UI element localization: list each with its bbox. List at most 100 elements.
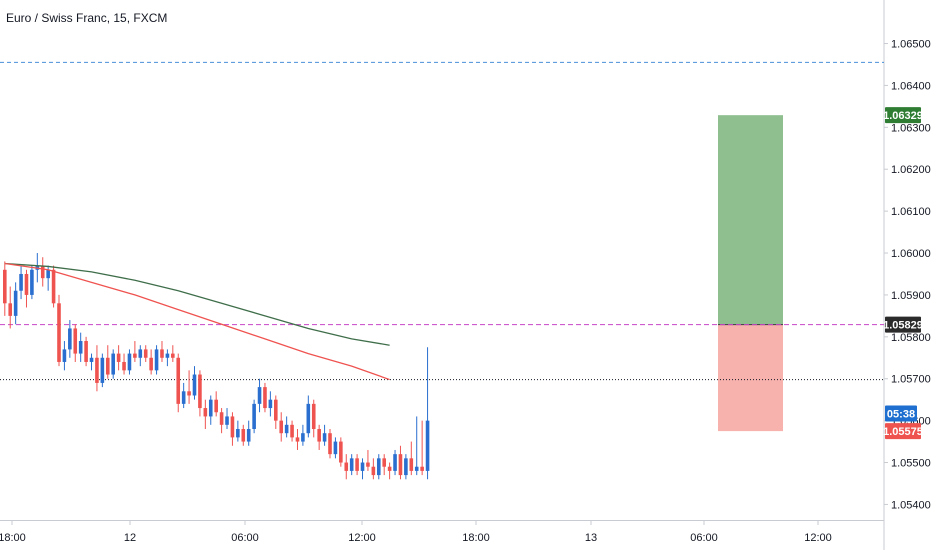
candle-body	[295, 437, 300, 442]
candle-body	[138, 349, 143, 358]
time-tick-label: 12:00	[804, 532, 832, 544]
candle-body	[414, 466, 419, 471]
candle-body	[46, 269, 50, 279]
candle-body	[382, 458, 386, 467]
candle-body	[127, 353, 132, 371]
entry-badge-label: 1.05829	[883, 320, 923, 332]
candle-body	[214, 399, 218, 413]
price-tick-label: 1.05500	[891, 458, 931, 470]
candle-body	[409, 458, 414, 471]
time-tick-label: 18:00	[0, 532, 26, 544]
candle-body	[198, 374, 202, 409]
candle-body	[100, 357, 105, 383]
candle-body	[317, 429, 321, 442]
candle-body	[171, 353, 175, 358]
candle-body	[241, 429, 246, 442]
candle-body	[68, 328, 72, 350]
candle-body	[268, 399, 273, 409]
candle-body	[349, 458, 354, 471]
price-tick-label: 1.06300	[891, 122, 931, 134]
countdown-badge: 05:38	[885, 405, 917, 422]
candle-body	[181, 391, 186, 404]
candle-body	[360, 462, 365, 471]
time-axis[interactable]: 18:00 12 06:00 12:00 18:00 13 06:00 12:00	[0, 521, 832, 544]
price-tick-label: 1.05900	[891, 290, 931, 302]
price-tick-label: 1.06000	[891, 248, 931, 260]
candle-body	[225, 416, 229, 425]
candle-body	[274, 399, 278, 421]
candle-body	[230, 416, 235, 438]
candle-body	[279, 420, 284, 434]
candles-group	[3, 253, 430, 480]
target-badge-background	[885, 107, 921, 124]
time-tick-label: 12:00	[348, 532, 376, 544]
candle-body	[376, 458, 381, 476]
candle-body	[203, 408, 208, 417]
countdown-badge-label: 05:38	[887, 409, 915, 421]
price-tick-label: 1.05800	[891, 332, 931, 344]
candle-body	[165, 353, 170, 358]
candle-body	[301, 433, 305, 442]
candle-body	[116, 353, 121, 362]
candle-body	[30, 269, 34, 295]
price-tick-label: 1.05700	[891, 374, 931, 386]
target-price-badge: 1.06329	[883, 107, 923, 124]
candle-body	[263, 387, 267, 409]
price-tick-label: 1.06100	[891, 206, 931, 218]
stop-badge-background	[885, 423, 921, 440]
candle-body	[160, 349, 164, 358]
candle-body	[328, 433, 332, 455]
candle-body	[339, 441, 343, 463]
candle-body	[73, 328, 78, 354]
countdown-badge-background	[885, 405, 917, 422]
entry-price-badge: 1.05829	[883, 316, 923, 333]
candle-body	[387, 466, 392, 471]
time-tick-label: 06:00	[231, 532, 259, 544]
candle-body	[89, 357, 94, 362]
candle-body	[105, 357, 110, 375]
candle-body	[257, 387, 262, 404]
candle-body	[371, 466, 376, 476]
candle-body	[24, 273, 29, 295]
stop-zone[interactable]	[718, 324, 783, 432]
candle-body	[311, 403, 316, 430]
candle-body	[13, 290, 18, 316]
time-tick-label: 06:00	[690, 532, 718, 544]
candle-body	[425, 420, 430, 471]
candle-body	[176, 357, 181, 404]
candle-body	[284, 424, 289, 434]
price-tick-label: 1.05400	[891, 499, 931, 511]
candle-body	[192, 374, 197, 396]
price-tick-label: 1.06400	[891, 80, 931, 92]
candle-body	[208, 399, 213, 417]
stop-price-badge: 1.05575	[883, 423, 923, 440]
candle-body	[149, 357, 153, 371]
chart-title: Euro / Swiss Franc, 15, FXCM	[6, 11, 167, 25]
candle-body	[393, 454, 397, 471]
candle-body	[57, 303, 61, 362]
candle-body	[322, 433, 327, 442]
candle-body	[366, 462, 370, 467]
candle-body	[51, 269, 56, 304]
candle-body	[333, 441, 338, 455]
candle-body	[8, 303, 13, 316]
candle-body	[306, 403, 311, 434]
target-zone[interactable]	[718, 115, 783, 325]
candle-body	[404, 458, 408, 476]
target-badge-label: 1.06329	[883, 110, 923, 122]
candle-body	[154, 349, 159, 371]
candle-body	[78, 341, 83, 354]
entry-badge-background	[885, 316, 921, 333]
time-tick-label: 18:00	[462, 532, 490, 544]
time-tick-label: 13	[585, 532, 597, 544]
candle-body	[246, 429, 251, 442]
stop-badge-label: 1.05575	[883, 426, 923, 438]
candle-body	[344, 462, 349, 471]
candle-body	[62, 349, 67, 362]
candle-body	[236, 429, 240, 438]
candle-body	[40, 265, 45, 279]
moving-average-fast	[4, 262, 390, 381]
